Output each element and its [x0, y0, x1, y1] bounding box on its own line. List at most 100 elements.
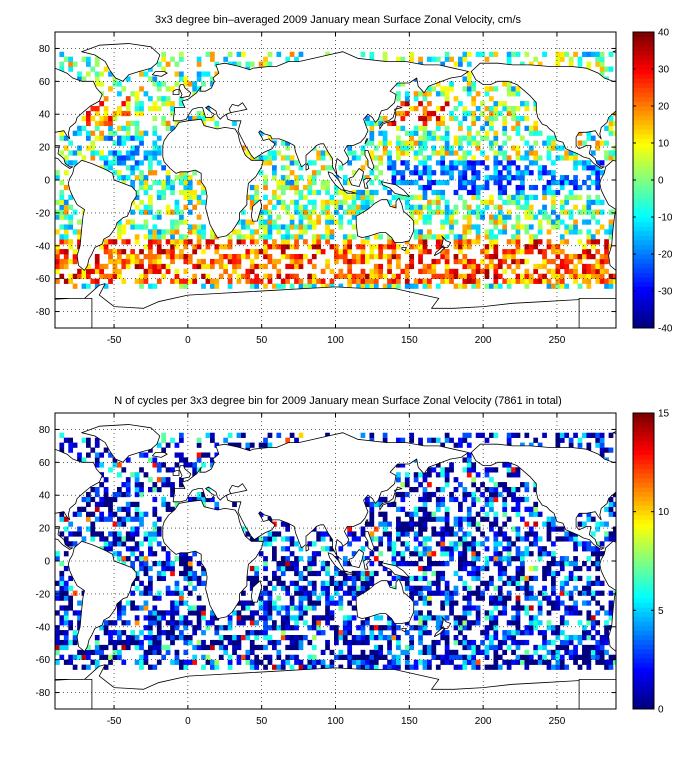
bin-cell [320, 590, 326, 596]
bin-cell [103, 487, 109, 493]
bin-cell [165, 229, 171, 235]
bin-cell [59, 130, 65, 136]
bin-cell [551, 561, 556, 567]
bin-cell [108, 620, 113, 626]
bin-cell [409, 664, 415, 670]
bin-cell [418, 437, 423, 443]
bin-cell [325, 51, 330, 57]
bin-cell [444, 150, 450, 156]
bin-cell [453, 442, 459, 448]
bin-cell [462, 615, 468, 621]
bin-cell [537, 219, 543, 225]
bin-cell [382, 511, 388, 517]
bin-cell [117, 536, 122, 542]
bin-cell [347, 219, 353, 225]
bin-cell [489, 615, 494, 621]
bin-cell [72, 590, 78, 596]
bin-cell [586, 432, 592, 438]
bin-cell [586, 283, 592, 289]
bin-cell [285, 610, 291, 616]
bin-cell [555, 605, 561, 611]
bin-cell [117, 91, 122, 97]
bin-cell [152, 224, 158, 230]
bin-cell [413, 125, 419, 131]
bin-cell [471, 175, 477, 181]
bin-cell [604, 254, 609, 260]
bin-cell [559, 664, 565, 670]
bin-cell [586, 541, 592, 547]
bin-cell [515, 239, 521, 245]
bin-cell [520, 585, 525, 591]
bin-cell [369, 273, 375, 279]
bin-cell [130, 219, 136, 225]
bin-cell [77, 130, 82, 136]
bin-cell [462, 155, 468, 161]
bin-cell [311, 263, 317, 270]
bin-cell [289, 219, 295, 225]
bin-cell [94, 462, 100, 468]
cycles-map-title: N of cycles per 3x3 degree bin for 2009 … [114, 395, 562, 407]
bin-cell [347, 145, 353, 151]
colorbar-step [633, 133, 654, 139]
bin-cell [263, 160, 268, 166]
bin-cell [263, 56, 268, 62]
bin-cell [81, 56, 87, 62]
bin-cell [272, 570, 277, 577]
bin-cell [267, 135, 273, 141]
bin-cell [59, 61, 65, 67]
bin-cell [520, 170, 525, 176]
bin-cell [125, 531, 131, 537]
bin-cell [515, 487, 521, 493]
bin-cell [422, 487, 428, 493]
bin-cell [449, 600, 454, 606]
bin-cell [546, 561, 552, 567]
bin-cell [453, 273, 459, 279]
bin-cell [307, 600, 313, 606]
bin-cell [320, 531, 326, 537]
bin-cell [435, 561, 441, 567]
bin-cell [117, 258, 122, 265]
bin-cell [387, 536, 392, 542]
bin-cell [427, 590, 432, 596]
bin-cell [63, 536, 69, 542]
bin-cell [418, 482, 423, 488]
bin-cell [440, 570, 446, 577]
bin-cell [152, 536, 158, 542]
bin-cell [210, 234, 215, 240]
bin-cell [272, 536, 277, 542]
colorbar-step [633, 69, 654, 75]
bin-cell [68, 447, 74, 453]
bin-cell [604, 620, 609, 626]
bin-cell [134, 234, 140, 240]
bin-cell [170, 590, 175, 596]
bin-cell [72, 639, 78, 646]
bin-cell [276, 244, 282, 250]
bin-cell [94, 263, 100, 270]
bin-cell [413, 283, 419, 289]
bin-cell [351, 258, 357, 265]
bin-cell [382, 145, 388, 151]
bin-cell [236, 639, 242, 646]
bin-cell [515, 432, 521, 438]
bin-cell [595, 561, 601, 567]
bin-cell [484, 546, 490, 552]
bin-cell [537, 170, 543, 176]
bin-cell [568, 194, 574, 201]
bin-cell [471, 184, 477, 191]
bin-cell [347, 639, 353, 646]
bin-cell [599, 659, 605, 665]
bin-cell [165, 249, 171, 255]
bin-cell [373, 254, 379, 260]
colorbar-step [633, 175, 654, 181]
bin-cell [373, 664, 379, 670]
bin-cell [382, 115, 388, 122]
bin-cell [484, 501, 490, 508]
bin-cell [435, 209, 441, 215]
bin-cell [196, 194, 202, 201]
bin-cell [174, 654, 180, 660]
bin-cell [156, 659, 162, 665]
bin-cell [298, 254, 304, 260]
bin-cell [63, 644, 69, 651]
bin-cell [604, 610, 609, 616]
